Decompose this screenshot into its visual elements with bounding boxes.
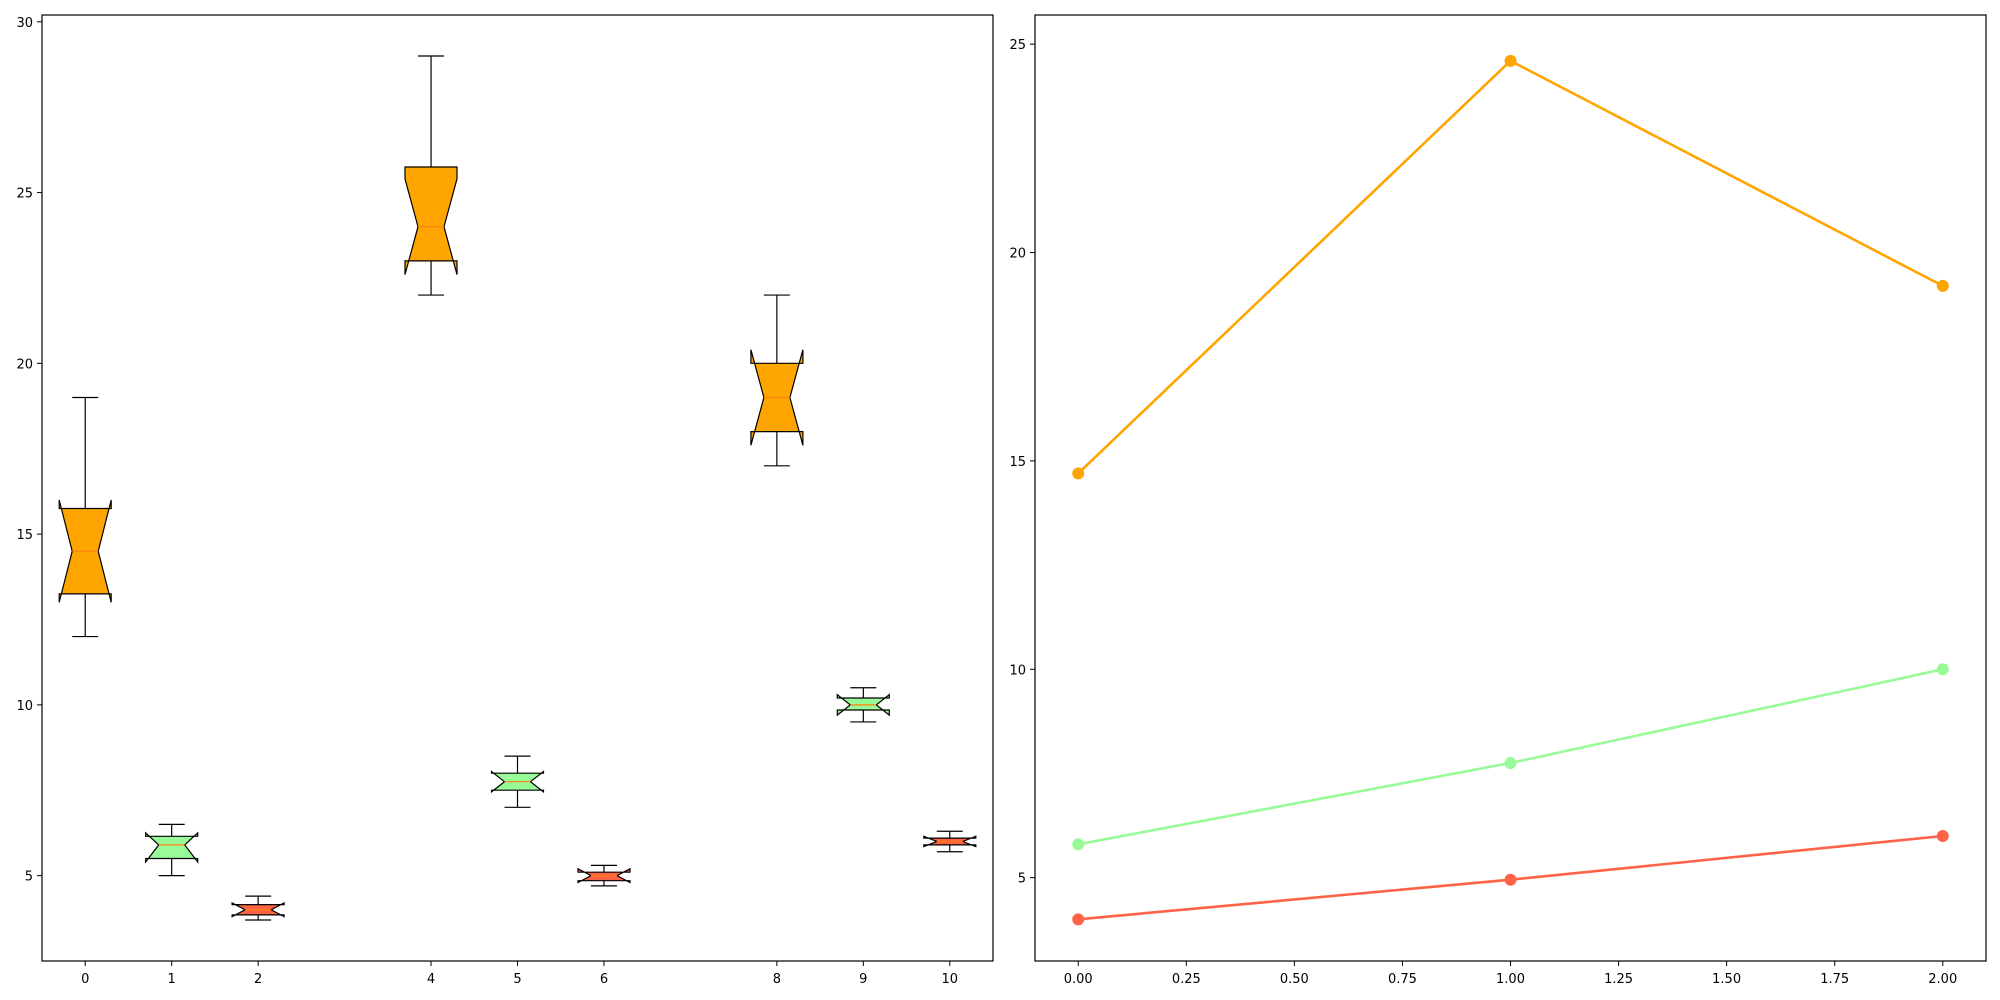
series-2-point bbox=[1072, 838, 1085, 851]
boxplot-x-tick-label: 6 bbox=[600, 972, 608, 987]
lineplot-x-tick-label: 0.25 bbox=[1172, 972, 1201, 987]
lineplot-x-tick-label: 2.00 bbox=[1928, 972, 1957, 987]
lineplot-y-tick-label: 15 bbox=[1009, 455, 1026, 470]
boxplot-y-tick-label: 20 bbox=[16, 357, 33, 372]
box-9 bbox=[836, 687, 890, 723]
lineplot-x-tick-label: 1.75 bbox=[1820, 972, 1849, 987]
boxplot-x-tick-label: 0 bbox=[81, 972, 89, 987]
lineplot-y-tick-label: 20 bbox=[1009, 247, 1026, 262]
lineplot-y-tick-label: 5 bbox=[1018, 872, 1026, 887]
box-6 bbox=[577, 864, 631, 887]
series-3-point bbox=[1504, 873, 1517, 886]
lineplot-y-tick-label: 25 bbox=[1009, 38, 1026, 53]
line-plot-panel: 0.00 0.25 0.50 0.75 1.00 1.25 1.50 1.75 2.00 5 10 1… bbox=[1009, 14, 1987, 987]
lineplot-x-tick-label: 1.00 bbox=[1496, 972, 1525, 987]
boxplot-y-tick-label: 30 bbox=[16, 16, 33, 31]
boxplot-x-tick-label: 5 bbox=[513, 972, 521, 987]
series-2-point bbox=[1504, 757, 1517, 770]
box-4 bbox=[404, 55, 458, 296]
series-2-point bbox=[1936, 663, 1949, 676]
boxplot-x-tick-label: 1 bbox=[168, 972, 176, 987]
box-body bbox=[145, 831, 199, 864]
series-1-point bbox=[1504, 54, 1517, 67]
lineplot-x-tick-label: 0.50 bbox=[1280, 972, 1309, 987]
boxplot-x-tick-label: 2 bbox=[254, 972, 262, 987]
box-body bbox=[404, 166, 458, 275]
boxplot-x-tick-label: 10 bbox=[941, 972, 958, 987]
boxplot-y-tick-label: 15 bbox=[16, 528, 33, 543]
boxplot-y-tick-label: 5 bbox=[25, 870, 33, 885]
series-3-point bbox=[1936, 829, 1949, 842]
boxplot-panel: 0 1 2 4 5 6 8 9 10 5 10 15 20 25 30 bbox=[16, 14, 994, 987]
box-2 bbox=[231, 895, 285, 921]
boxplot-x-tick-label: 4 bbox=[427, 972, 435, 987]
box-10 bbox=[923, 830, 977, 853]
boxplot-y-tick-label: 25 bbox=[16, 187, 33, 202]
boxplot-x-tick-label: 9 bbox=[859, 972, 867, 987]
series-1-point bbox=[1936, 279, 1949, 292]
lineplot-y-tick-label: 10 bbox=[1009, 663, 1026, 678]
boxplot-x-tick-label: 8 bbox=[773, 972, 781, 987]
box-8 bbox=[750, 294, 804, 467]
lineplot-x-tick-label: 1.25 bbox=[1604, 972, 1633, 987]
box-0 bbox=[58, 396, 112, 638]
series-1-point bbox=[1072, 467, 1085, 480]
lineplot-x-tick-label: 0.75 bbox=[1388, 972, 1417, 987]
series-3-point bbox=[1072, 913, 1085, 926]
boxplot-y-tick-label: 10 bbox=[16, 699, 33, 714]
box-1 bbox=[145, 823, 199, 877]
box-5 bbox=[490, 755, 545, 808]
lineplot-x-tick-label: 1.50 bbox=[1712, 972, 1741, 987]
lineplot-x-tick-label: 0.00 bbox=[1064, 972, 1093, 987]
